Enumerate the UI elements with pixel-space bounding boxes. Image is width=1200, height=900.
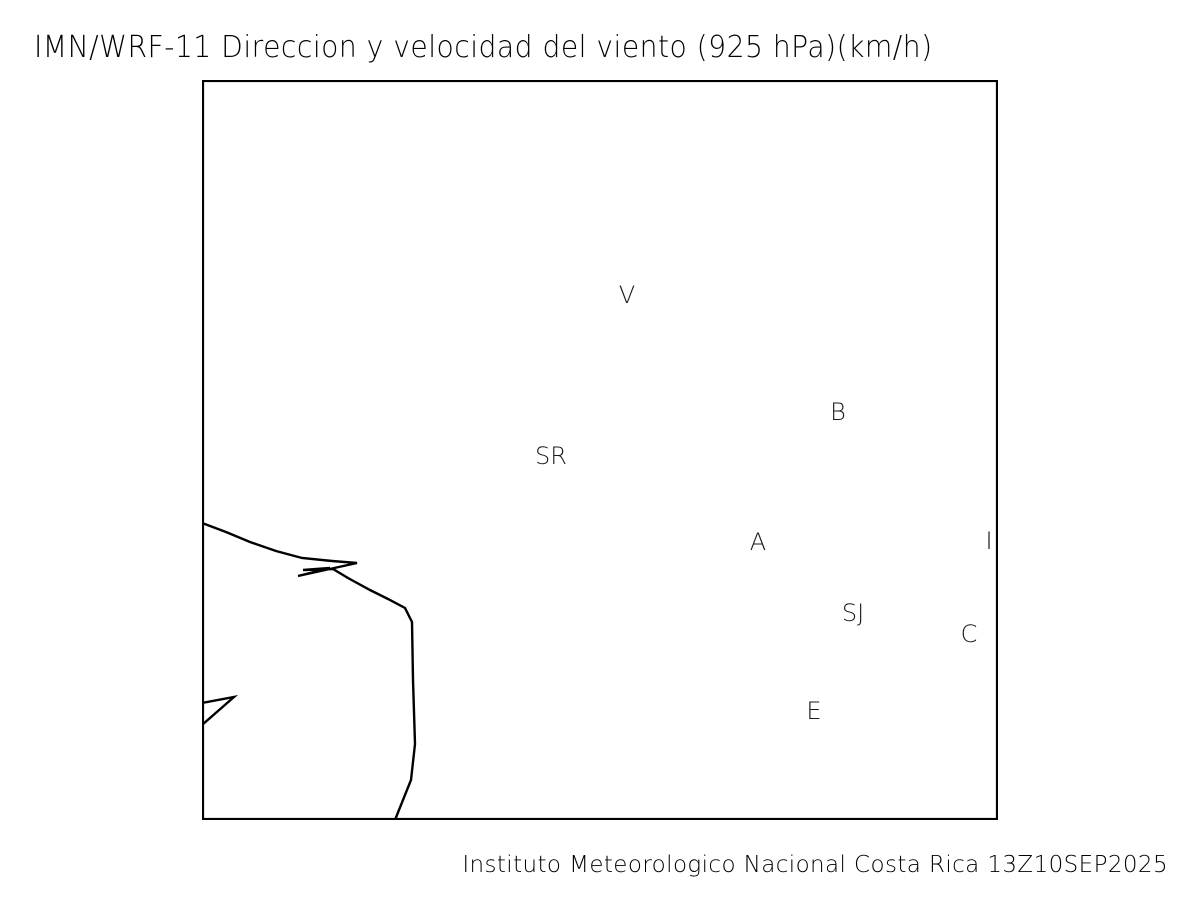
station-label-i[interactable]: I [985,527,993,555]
station-label-a[interactable]: A [749,528,767,556]
station-label-v[interactable]: V [618,281,636,309]
map-border-rect [202,80,998,820]
coastline-inlet [202,695,239,726]
station-label-e[interactable]: E [806,697,822,725]
page-title: IMN/WRF-11 Direccion y velocidad del vie… [34,30,933,65]
station-label-c[interactable]: C [960,620,978,648]
station-label-sr[interactable]: SR [535,442,567,470]
footer-attribution: Instituto Meteorologico Nacional Costa R… [462,852,1168,878]
map-frame-border [202,80,998,820]
coastline-main [202,521,417,820]
coastline-group [202,521,417,820]
station-label-b[interactable]: B [830,398,846,426]
station-label-sj[interactable]: SJ [841,599,865,627]
coastline-layer [202,521,417,820]
map-panel: V B SR A I SJ C E [202,80,998,820]
